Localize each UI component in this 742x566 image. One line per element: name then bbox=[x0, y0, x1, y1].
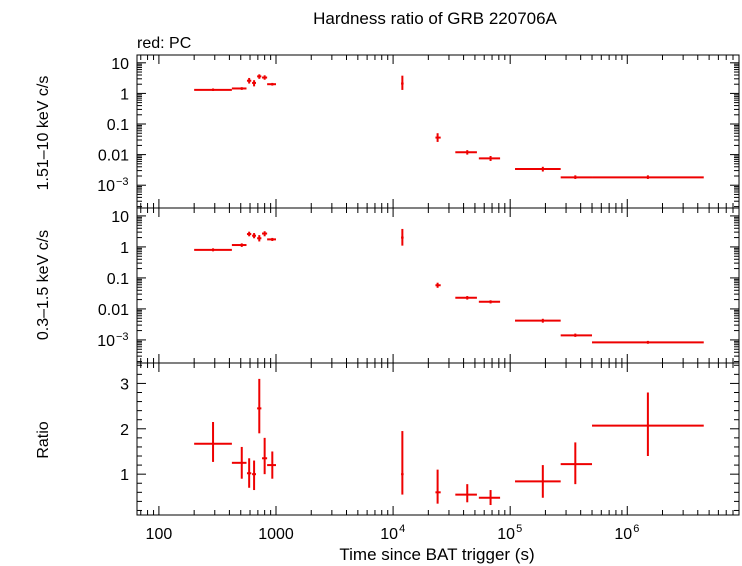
data-point-soft bbox=[455, 296, 477, 300]
x-tick-label: 10 bbox=[380, 526, 398, 543]
data-point-hard bbox=[262, 75, 268, 80]
data-point-soft bbox=[231, 243, 247, 247]
panel-hard-ylabel: 1.51–10 keV c/s bbox=[35, 76, 52, 191]
data-point-ratio bbox=[592, 392, 704, 457]
data-point-hard bbox=[257, 74, 262, 79]
x-tick-label: 100 bbox=[146, 526, 173, 543]
data-point-ratio bbox=[246, 458, 252, 488]
y-tick-label: 1 bbox=[120, 467, 129, 484]
data-point-hard bbox=[267, 82, 276, 86]
y-tick-label: 10 bbox=[111, 209, 129, 226]
panel-soft-ylabel: 0.3–1.5 keV c/s bbox=[35, 230, 52, 340]
data-point-hard bbox=[592, 175, 704, 179]
data-point-ratio bbox=[435, 469, 441, 504]
x-axis-label: Time since BAT trigger (s) bbox=[339, 545, 534, 564]
x-tick-label-exponent: 5 bbox=[516, 523, 522, 535]
data-point-hard bbox=[435, 133, 441, 142]
data-point-soft bbox=[478, 300, 501, 304]
panel-ratio-frame bbox=[136, 362, 740, 516]
data-point-soft bbox=[246, 231, 252, 237]
data-point-soft bbox=[194, 248, 232, 252]
y-tick-label: 0.01 bbox=[98, 302, 129, 319]
data-point-hard bbox=[478, 156, 501, 161]
data-point-soft bbox=[401, 228, 404, 246]
x-tick-label: 10 bbox=[614, 526, 632, 543]
chart-title: Hardness ratio of GRB 220706A bbox=[313, 9, 557, 28]
data-point-ratio bbox=[257, 378, 262, 434]
data-points bbox=[194, 74, 704, 506]
data-point-ratio bbox=[194, 421, 232, 462]
y-tick-label: 10 bbox=[97, 178, 115, 195]
data-point-hard bbox=[455, 150, 477, 155]
y-tick-label: 1 bbox=[120, 240, 129, 257]
data-point-hard bbox=[194, 88, 232, 91]
data-point-hard bbox=[560, 175, 593, 179]
y-tick-label-exponent: −3 bbox=[116, 176, 129, 188]
data-point-ratio bbox=[560, 442, 593, 485]
y-tick-label: 2 bbox=[120, 422, 129, 439]
data-point-soft bbox=[262, 231, 268, 237]
data-point-soft bbox=[435, 282, 441, 288]
data-point-ratio bbox=[267, 451, 276, 479]
y-tick-label: 10 bbox=[97, 333, 115, 350]
x-tick-label: 1000 bbox=[258, 526, 294, 543]
panel-ratio-ylabel: Ratio bbox=[35, 421, 52, 458]
data-point-ratio bbox=[401, 431, 404, 495]
data-point-ratio bbox=[231, 446, 247, 479]
y-tick-label: 3 bbox=[120, 376, 129, 393]
data-point-ratio bbox=[252, 460, 257, 491]
y-tick-label: 0.1 bbox=[107, 271, 129, 288]
data-point-soft bbox=[592, 340, 704, 344]
data-point-hard bbox=[401, 75, 404, 90]
data-point-soft bbox=[560, 333, 593, 337]
data-point-hard bbox=[246, 77, 252, 84]
data-point-ratio bbox=[262, 437, 268, 475]
data-point-soft bbox=[257, 235, 262, 242]
data-point-hard bbox=[252, 80, 257, 87]
data-point-hard bbox=[231, 87, 247, 90]
data-point-ratio bbox=[455, 484, 477, 503]
y-tick-label: 0.1 bbox=[107, 117, 129, 134]
x-tick-label: 10 bbox=[497, 526, 515, 543]
data-point-hard bbox=[515, 166, 561, 172]
data-point-soft bbox=[267, 237, 276, 242]
y-tick-label: 0.01 bbox=[98, 148, 129, 165]
data-point-soft bbox=[515, 318, 561, 323]
x-tick-label-exponent: 6 bbox=[633, 523, 639, 535]
y-tick-label: 1 bbox=[120, 86, 129, 103]
y-tick-label-exponent: −3 bbox=[116, 331, 129, 343]
data-point-ratio bbox=[515, 465, 561, 498]
panel-hard-frame bbox=[136, 54, 740, 209]
data-point-soft bbox=[252, 233, 257, 239]
y-tick-label: 10 bbox=[111, 56, 129, 73]
legend-note: red: PC bbox=[137, 35, 191, 52]
x-tick-label-exponent: 4 bbox=[399, 523, 405, 535]
data-point-ratio bbox=[478, 490, 501, 506]
